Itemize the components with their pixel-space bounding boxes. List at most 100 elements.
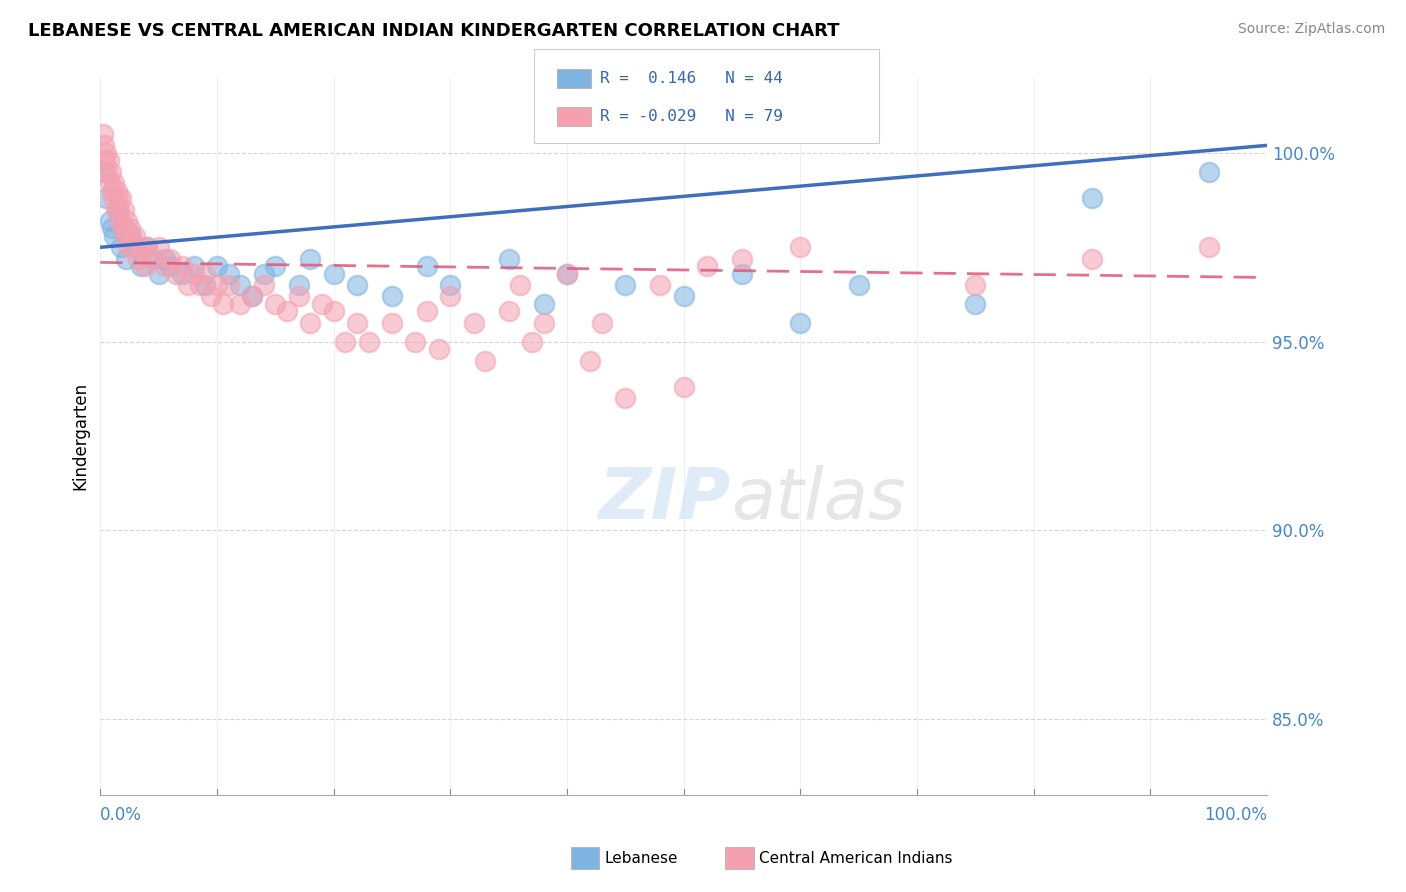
Point (287, 278, 309, 293)
Point (335, 334, 357, 349)
Point (115, 214, 138, 228)
Point (98, 176, 121, 190)
Point (170, 267, 193, 281)
Point (381, 316, 404, 330)
Point (848, 278, 870, 293)
Point (218, 278, 240, 293)
Point (104, 202, 127, 217)
Point (118, 221, 141, 235)
Text: ZIP: ZIP (599, 465, 731, 534)
Point (253, 267, 276, 281)
Point (96, 165, 118, 179)
Point (381, 289, 404, 303)
Point (170, 259, 193, 273)
Point (127, 252, 149, 266)
Point (129, 259, 152, 273)
Point (124, 240, 146, 254)
Point (731, 267, 754, 281)
Point (105, 184, 128, 198)
Point (148, 240, 170, 254)
Point (416, 259, 439, 273)
Point (91, 127, 114, 141)
Text: 0.0%: 0.0% (100, 806, 142, 824)
Point (200, 289, 222, 303)
Point (93, 138, 115, 153)
Point (404, 334, 426, 349)
Point (115, 229, 138, 244)
Point (650, 278, 672, 293)
Point (1081, 191, 1104, 205)
Point (110, 240, 132, 254)
Point (276, 304, 298, 318)
Point (159, 252, 181, 266)
Point (789, 316, 811, 330)
Point (218, 267, 240, 281)
Text: R =  0.146   N = 44: R = 0.146 N = 44 (600, 71, 783, 87)
Point (97, 153, 120, 168)
Point (1198, 165, 1220, 179)
Point (731, 252, 754, 266)
Text: Central American Indians: Central American Indians (759, 852, 953, 866)
Point (96, 191, 118, 205)
Point (194, 278, 217, 293)
Point (427, 343, 450, 357)
Text: atlas: atlas (731, 465, 905, 534)
Point (299, 252, 322, 266)
Text: 100.0%: 100.0% (1204, 806, 1267, 824)
Text: Source: ZipAtlas.com: Source: ZipAtlas.com (1237, 22, 1385, 37)
Point (142, 252, 165, 266)
Point (101, 221, 124, 235)
Point (112, 221, 135, 235)
Point (520, 334, 543, 349)
Point (439, 289, 461, 303)
Point (122, 240, 145, 254)
Point (98, 214, 121, 228)
Point (108, 202, 131, 217)
Point (108, 214, 131, 228)
Point (96, 145, 118, 160)
Point (555, 267, 578, 281)
Point (229, 278, 252, 293)
Point (114, 221, 136, 235)
Point (188, 278, 211, 293)
Point (463, 316, 485, 330)
Point (322, 304, 344, 318)
Point (240, 289, 263, 303)
Text: R = -0.029   N = 79: R = -0.029 N = 79 (600, 110, 783, 124)
Point (117, 240, 139, 254)
Point (1081, 252, 1104, 266)
Point (107, 202, 129, 217)
Point (533, 297, 555, 311)
Point (264, 259, 287, 273)
Point (555, 267, 578, 281)
Point (103, 176, 125, 190)
Point (498, 304, 520, 318)
Point (93, 165, 115, 179)
Point (346, 278, 368, 293)
Point (357, 334, 380, 349)
Point (416, 304, 439, 318)
Point (159, 259, 181, 273)
Point (789, 240, 811, 254)
Y-axis label: Kindergarten: Kindergarten (72, 382, 89, 490)
Text: LEBANESE VS CENTRAL AMERICAN INDIAN KINDERGARTEN CORRELATION CHART: LEBANESE VS CENTRAL AMERICAN INDIAN KIND… (28, 22, 839, 40)
Point (672, 380, 695, 394)
Point (229, 297, 252, 311)
Point (264, 297, 287, 311)
Point (439, 278, 461, 293)
Point (111, 221, 134, 235)
Point (965, 297, 987, 311)
Point (965, 278, 987, 293)
Point (498, 252, 520, 266)
Point (672, 289, 695, 303)
Point (346, 316, 368, 330)
Point (591, 316, 613, 330)
Point (136, 240, 159, 254)
Point (101, 184, 124, 198)
Point (205, 259, 228, 273)
Point (165, 267, 187, 281)
Point (103, 191, 125, 205)
Point (299, 316, 322, 330)
Point (194, 267, 217, 281)
Point (118, 229, 141, 244)
